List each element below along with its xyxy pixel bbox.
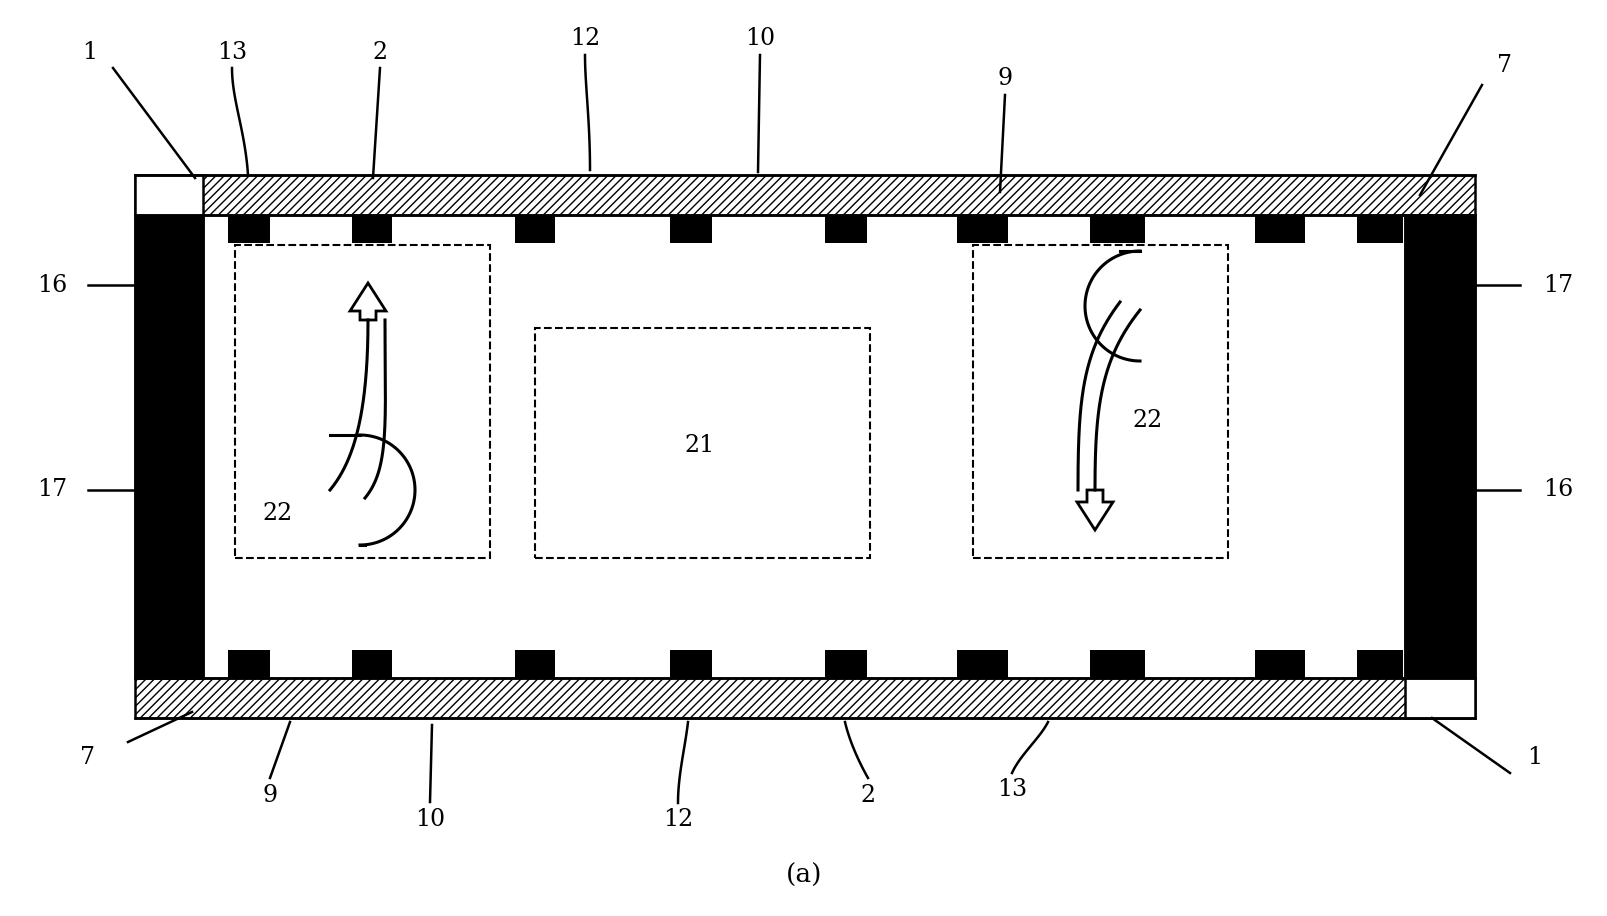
Text: 9: 9 — [262, 783, 278, 806]
Bar — [956, 215, 1008, 243]
Text: 7: 7 — [1496, 53, 1512, 77]
Text: 12: 12 — [662, 809, 693, 832]
Bar — [824, 650, 866, 678]
Text: 16: 16 — [37, 274, 67, 297]
Bar — [956, 650, 1008, 678]
Bar — [135, 678, 1474, 718]
Bar — [352, 650, 392, 678]
Text: 22: 22 — [1133, 409, 1162, 431]
Text: 10: 10 — [744, 27, 775, 49]
Bar — [135, 175, 1474, 215]
Bar — [1253, 215, 1305, 243]
Text: 16: 16 — [1541, 478, 1572, 501]
Bar — [1090, 650, 1144, 678]
Bar — [235, 245, 490, 558]
Text: 9: 9 — [996, 67, 1012, 90]
Bar — [1356, 650, 1403, 678]
Bar — [670, 215, 712, 243]
Bar — [1090, 215, 1144, 243]
Text: 13: 13 — [996, 779, 1027, 802]
Bar — [514, 215, 554, 243]
Text: 2: 2 — [373, 40, 387, 63]
Bar — [228, 650, 270, 678]
Text: 7: 7 — [80, 747, 95, 769]
Bar — [535, 328, 869, 558]
Text: 1: 1 — [82, 40, 98, 63]
Bar — [135, 175, 1474, 215]
FancyArrow shape — [1077, 490, 1112, 530]
Bar — [1405, 215, 1474, 678]
Bar — [135, 175, 202, 215]
Text: 13: 13 — [217, 40, 247, 63]
Bar — [1405, 678, 1474, 718]
Bar — [135, 215, 202, 678]
Text: 17: 17 — [1543, 274, 1572, 297]
Bar — [514, 650, 554, 678]
Bar — [1356, 215, 1403, 243]
Bar — [824, 215, 866, 243]
Text: 17: 17 — [37, 478, 67, 501]
Text: 2: 2 — [860, 783, 876, 806]
Bar — [1253, 650, 1305, 678]
Bar — [972, 245, 1228, 558]
Bar — [228, 215, 270, 243]
Bar — [670, 650, 712, 678]
Bar — [352, 215, 392, 243]
Text: 10: 10 — [415, 809, 445, 832]
FancyArrow shape — [350, 283, 386, 320]
Bar — [135, 678, 1474, 718]
Text: 12: 12 — [569, 27, 599, 49]
Text: 21: 21 — [685, 433, 715, 456]
Text: 1: 1 — [1527, 747, 1541, 769]
Bar — [202, 215, 1405, 678]
Text: 22: 22 — [262, 501, 292, 525]
Text: (a): (a) — [786, 863, 821, 888]
